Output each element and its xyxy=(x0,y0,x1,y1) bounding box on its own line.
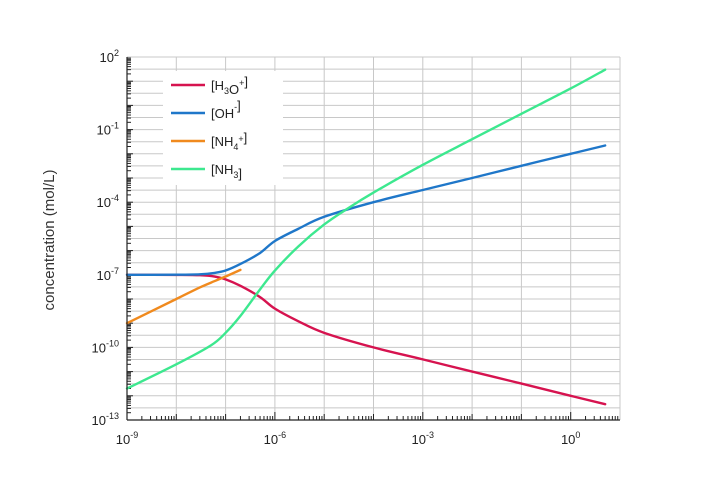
legend-entry-label: [NH3] xyxy=(211,162,242,181)
x-tick-label: 10-3 xyxy=(412,430,434,447)
y-tick-label: 10-10 xyxy=(92,338,119,355)
y-tick-label: 10-1 xyxy=(97,121,119,138)
x-tick-label: 10-9 xyxy=(116,430,138,447)
series-line-2 xyxy=(125,268,242,325)
axis-ticks xyxy=(126,57,619,421)
series-line-3 xyxy=(125,68,607,390)
x-tick-label: 10-6 xyxy=(264,430,286,447)
y-tick-label: 10-7 xyxy=(97,266,119,283)
legend-entry-label: [OH-] xyxy=(211,98,241,121)
x-tick-label: 100 xyxy=(561,430,580,447)
series-lines xyxy=(125,68,607,406)
series-line-1 xyxy=(125,144,607,276)
y-tick-label: 10-13 xyxy=(92,411,119,428)
y-axis-label: concentration (mol/L) xyxy=(41,170,58,311)
legend: [H3O+][OH-] [NH4+] [NH3] xyxy=(163,71,283,185)
y-tick-label: 10-4 xyxy=(97,193,119,210)
legend-entry-label: [H3O+] xyxy=(211,74,248,97)
axes: 10-9 10-6 10-3 100 102 10-1 10-4 10-7 10-10 10-13 xyxy=(92,48,620,447)
series-line-0 xyxy=(125,273,607,406)
y-tick-label: 102 xyxy=(100,48,119,65)
legend-entry-label: [NH4+] xyxy=(211,130,247,152)
legend-box xyxy=(163,71,283,185)
